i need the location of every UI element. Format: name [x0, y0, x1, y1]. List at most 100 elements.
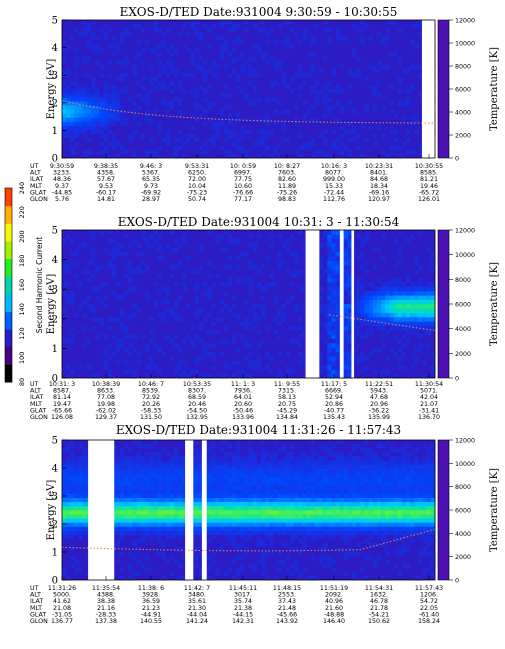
spectrogram-cell — [335, 290, 340, 296]
spectrogram-cell — [252, 563, 258, 568]
spectrogram-cell — [128, 522, 133, 527]
spectrogram-cell — [62, 80, 67, 86]
spectrogram-cell — [252, 468, 258, 474]
spectrogram-cell — [236, 493, 241, 498]
spectrogram-cell — [372, 304, 378, 309]
spectrogram-cell — [294, 460, 299, 466]
spectrogram-cell — [136, 80, 142, 86]
spectrogram-cell — [248, 477, 253, 482]
spectrogram-cell — [149, 338, 154, 344]
spectrogram-cell — [62, 514, 67, 519]
spectrogram-cell — [360, 477, 365, 482]
spectrogram-cell — [128, 518, 133, 523]
spectrogram-cell — [385, 282, 390, 287]
table-cell: 64.01 — [234, 394, 252, 401]
data-gap — [185, 440, 194, 580]
spectrogram-cell — [372, 559, 378, 564]
spectrogram-cell — [294, 304, 299, 309]
spectrogram-cell — [149, 477, 154, 482]
spectrogram-cell — [66, 485, 71, 490]
spectrogram-cell — [368, 534, 374, 540]
spectrogram-cell — [410, 364, 415, 370]
spectrogram-cell — [327, 299, 332, 305]
spectrogram-cell — [136, 547, 142, 552]
spectrogram-cell — [207, 312, 212, 318]
spectrogram-cell — [430, 481, 436, 486]
spectrogram-cell — [289, 522, 295, 527]
spectrogram-cell — [86, 28, 92, 33]
spectrogram-cell — [169, 356, 175, 361]
spectrogram-cell — [323, 137, 328, 143]
spectrogram-cell — [169, 264, 175, 270]
spectrogram-cell — [248, 452, 253, 457]
spectrogram-cell — [331, 260, 336, 266]
spectrogram-cell — [62, 472, 67, 478]
spectrogram-cell — [289, 505, 295, 511]
spectrogram-cell — [165, 559, 171, 564]
spectrogram-cell — [393, 538, 398, 544]
spectrogram-cell — [66, 133, 71, 139]
spectrogram-cell — [352, 24, 357, 29]
spectrogram-cell — [231, 530, 237, 536]
spectrogram-cell — [368, 448, 374, 453]
spectrogram-cell — [414, 317, 419, 322]
y-tick-label: 1 — [52, 548, 58, 559]
spectrogram-cell — [252, 510, 258, 515]
spectrogram-cell — [318, 468, 324, 474]
spectrogram-cell — [244, 321, 249, 327]
spectrogram-cell — [397, 308, 403, 314]
spectrogram-cell — [318, 464, 324, 470]
spectrogram-cell — [182, 526, 187, 531]
spectrogram-cell — [335, 89, 340, 94]
spectrogram-cell — [194, 472, 200, 478]
spectrogram-cell — [314, 117, 320, 122]
spectrogram-cell — [339, 141, 345, 147]
spectrogram-cell — [426, 330, 432, 335]
spectrogram-cell — [331, 534, 336, 540]
spectrogram-cell — [277, 334, 282, 340]
spectrogram-cell — [418, 308, 423, 314]
spectrogram-cell — [256, 526, 262, 531]
spectrogram-cell — [107, 109, 113, 114]
spectrogram-cell — [294, 251, 299, 257]
spectrogram-cell — [285, 501, 291, 507]
spectrogram-cell — [149, 497, 154, 503]
spectrogram-cell — [289, 477, 295, 482]
spectrogram-cell — [289, 234, 295, 240]
spectrogram-cell — [111, 84, 117, 90]
table-cell: 9.53 — [99, 183, 113, 190]
spectrogram-cell — [418, 347, 423, 353]
spectrogram-cell — [327, 238, 332, 244]
spectrogram-cell — [327, 369, 332, 374]
spectrogram-cell — [381, 497, 386, 503]
spectrogram-cell — [107, 153, 113, 159]
spectrogram-cell — [82, 460, 88, 466]
spectrogram-cell — [327, 464, 332, 470]
spectrogram-cell — [248, 526, 253, 531]
spectrogram-cell — [207, 472, 212, 478]
spectrogram-cell — [215, 485, 220, 490]
spectrogram-cell — [331, 351, 336, 357]
spectrogram-cell — [381, 510, 386, 515]
spectrogram-cell — [136, 477, 142, 482]
spectrogram-cell — [157, 369, 162, 374]
spectrogram-cell — [107, 343, 113, 348]
spectrogram-cell — [430, 477, 436, 482]
spectrogram-cell — [107, 72, 113, 78]
spectrogram-cell — [401, 334, 407, 340]
spectrogram-cell — [323, 464, 328, 470]
spectrogram-cell — [111, 121, 117, 126]
spectrogram-cell — [107, 251, 113, 257]
spectrogram-cell — [343, 489, 349, 494]
spectrogram-cell — [136, 559, 142, 564]
spectrogram-cell — [306, 109, 311, 114]
spectrogram-cell — [107, 84, 113, 90]
spectrogram-cell — [120, 514, 125, 519]
spectrogram-cell — [144, 489, 150, 494]
table-cell: -45.29 — [277, 407, 297, 414]
spectrogram-cell — [405, 277, 411, 283]
spectrogram-cell — [169, 338, 175, 344]
spectrogram-cell — [343, 526, 349, 531]
spectrogram-cell — [405, 101, 411, 106]
spectrogram-cell — [405, 481, 411, 486]
